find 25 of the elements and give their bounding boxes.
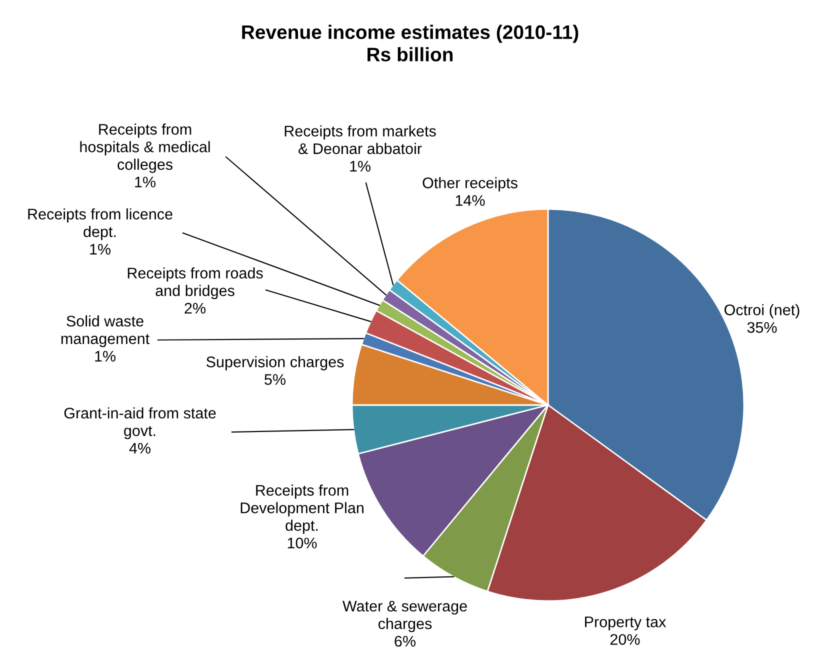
data-label: 20% bbox=[610, 634, 640, 645]
slice-label: Other receipts bbox=[422, 177, 518, 192]
data-label: 1% bbox=[135, 176, 156, 188]
slice-label: Property tax bbox=[585, 616, 666, 630]
data-label: 1% bbox=[350, 160, 370, 172]
slice-label: Receipts from licence dept. bbox=[28, 208, 172, 240]
slice-label: Grant-in-aid from state govt. bbox=[64, 407, 216, 440]
slice-label: Solid waste management bbox=[61, 315, 150, 348]
data-label: 6% bbox=[394, 636, 416, 647]
slice-label: Receipts from Development Plan dept. bbox=[240, 484, 364, 534]
data-label: 35% bbox=[747, 322, 777, 333]
data-label: 10% bbox=[288, 538, 317, 548]
data-label: 14% bbox=[456, 195, 485, 206]
data-label: 2% bbox=[184, 302, 206, 314]
slice-label: Receipts from hospitals & medical colleges bbox=[80, 124, 210, 173]
data-label: 5% bbox=[264, 374, 286, 385]
slice-label: Water & sewerage charges bbox=[342, 600, 467, 632]
data-label: 1% bbox=[90, 244, 110, 255]
chart-title: Revenue income estimates (2010-11) Rs billion bbox=[242, 24, 578, 62]
slice-label: Octroi (net) bbox=[724, 304, 800, 318]
data-label: 1% bbox=[95, 350, 116, 362]
data-label: 4% bbox=[129, 442, 150, 454]
slice-label: Supervision charges bbox=[206, 356, 344, 370]
slice-label: Receipts from markets & Deonar abbatoir bbox=[284, 125, 436, 154]
slice-label: Receipts from roads and bridges bbox=[128, 267, 263, 300]
